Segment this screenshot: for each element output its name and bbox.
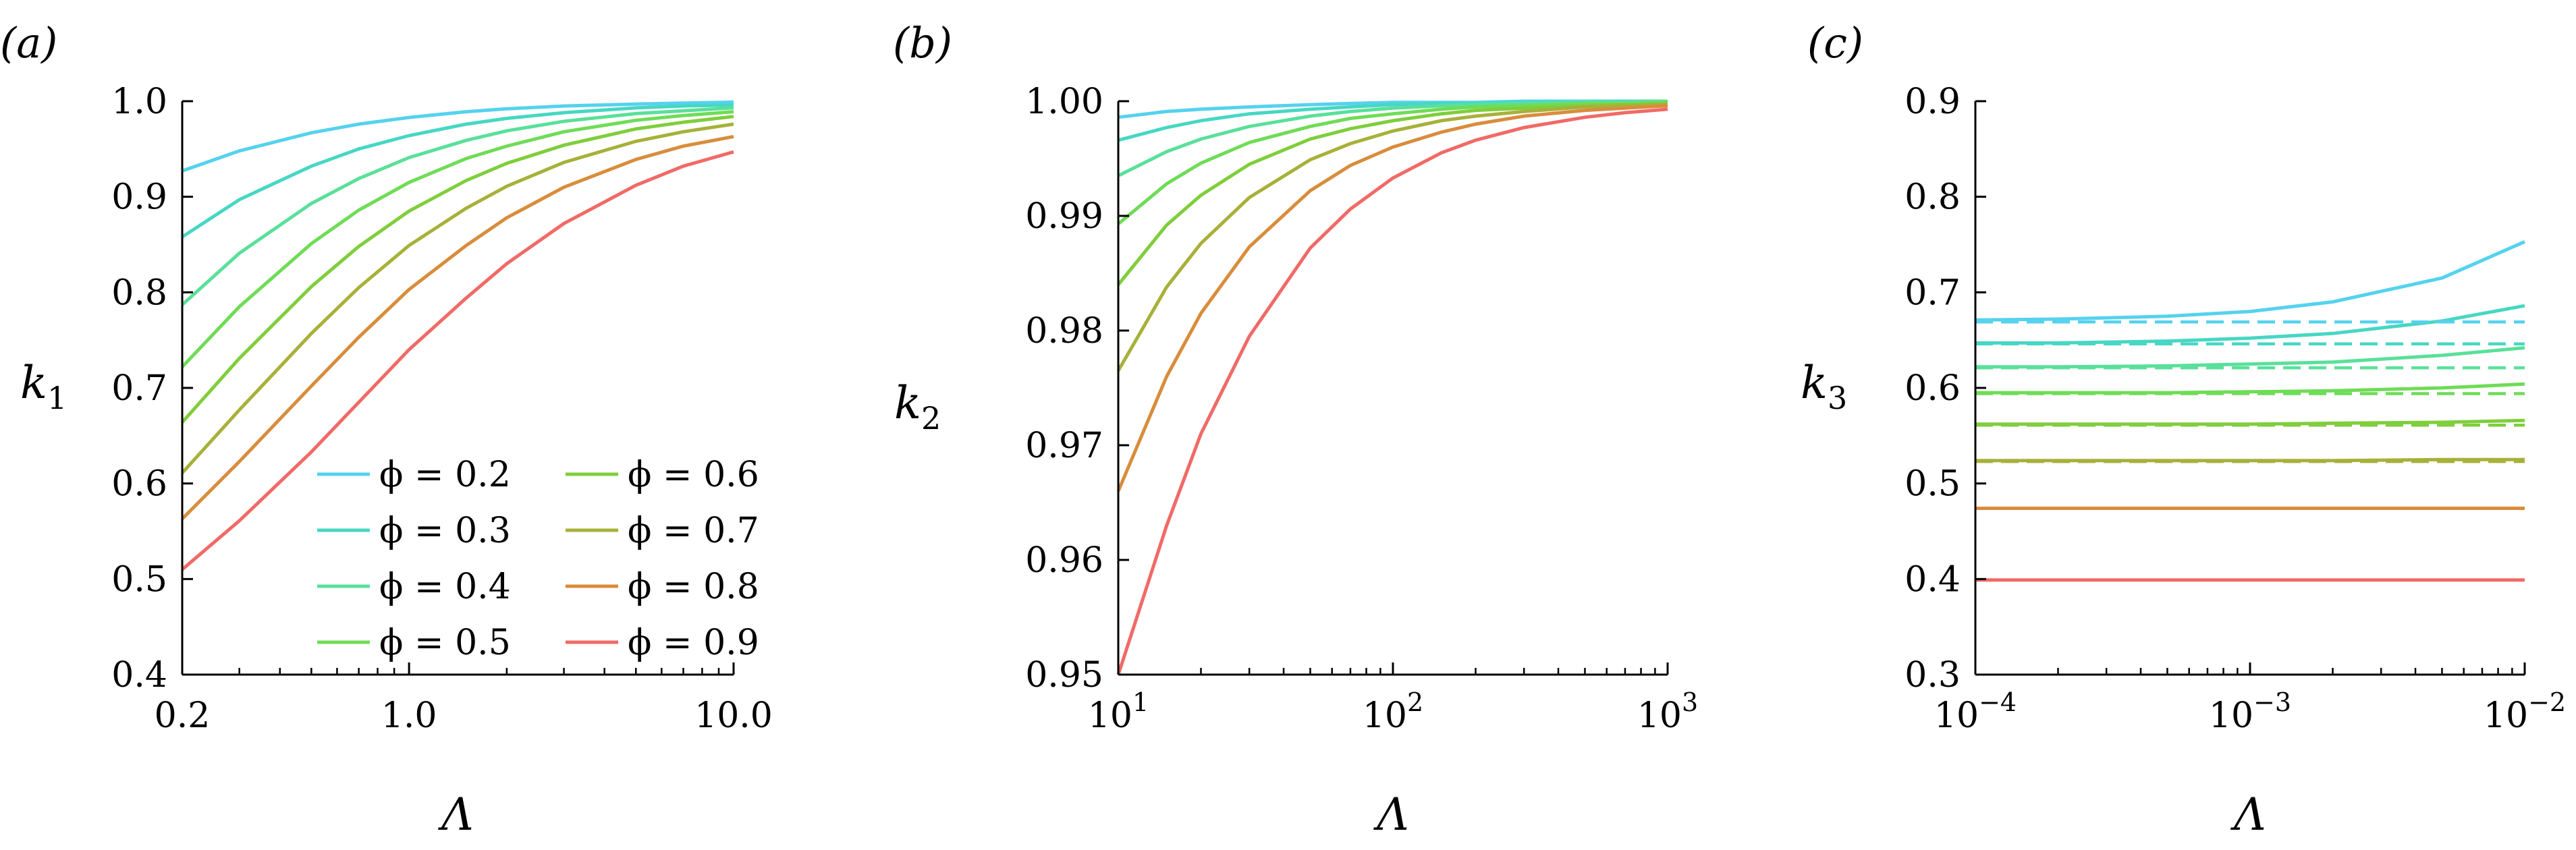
panel-b: 0.95 0.96 0.97 0.98 0.99 1.00 101 102 103 (b) k2 Λ [893,18,1698,841]
series-group [181,100,734,571]
legend-label-phi-0.7: ϕ = 0.7 [628,511,759,551]
series-line-phi-0.2 [182,100,734,173]
y-tick-label: 0.98 [1025,311,1103,351]
panel-a: 0.4 0.5 0.6 0.7 0.8 0.9 1.0 0.2 1.0 10.0 (a) k1 Λ [0,18,773,841]
legend-label-phi-0.2: ϕ = 0.2 [379,455,511,495]
series-line-phi-0.4 [1975,346,2525,369]
legend-label-phi-0.3: ϕ = 0.3 [379,511,511,551]
y-tick-label: 0.96 [1025,540,1103,581]
y-axis-label: k2 [894,377,941,436]
y-tick-label: 1.00 [1025,82,1103,122]
x-axis-label: Λ [2230,789,2266,841]
y-tick-label: 0.5 [111,559,167,600]
series-group [1975,240,2526,582]
series-line-phi-0.4 [181,106,734,306]
y-axis-label: k1 [20,357,67,416]
x-tick-label: 10−2 [2484,687,2566,736]
y-tick-label: 0.4 [111,655,167,696]
series-line-phi-0.9 [1116,107,1668,675]
series-line-phi-0.8 [1116,104,1668,492]
y-tick-label: 0.7 [111,368,167,409]
y-tick-label: 0.6 [111,464,167,505]
y-tick-label: 0.99 [1025,196,1103,237]
x-tick-label: 101 [1088,687,1149,736]
panel-label: (c) [1807,18,1863,67]
series-line-phi-0.9 [181,150,734,571]
y-tick-label: 0.6 [1904,368,1961,409]
panel-label: (b) [893,18,952,67]
series-line-phi-0.2 [1975,240,2526,322]
legend: ϕ = 0.2 ϕ = 0.3 ϕ = 0.4 ϕ = 0.5 ϕ = 0.6 ϕ = 0… [317,455,759,663]
legend-label-phi-0.8: ϕ = 0.8 [628,567,759,607]
series-line-phi-0.5 [181,110,734,368]
series-line-phi-0.3 [181,103,734,239]
y-tick-label: 0.9 [1904,82,1961,122]
series-line-phi-0.8 [181,134,734,520]
y-tick-label: 0.7 [1904,273,1961,313]
series-line-phi-0.5 [1117,101,1668,225]
series-line-phi-0.7 [181,122,734,474]
x-tick-label: 0.2 [155,696,211,736]
series-group [1116,99,1668,675]
panel-label: (a) [0,18,57,67]
y-tick-label: 0.5 [1904,464,1961,505]
y-tick-label: 0.95 [1025,655,1103,696]
y-tick-label: 0.3 [1904,655,1961,696]
series-line-phi-0.6 [181,115,734,424]
y-tick-label: 0.4 [1904,559,1961,600]
legend-label-phi-0.6: ϕ = 0.6 [628,455,759,495]
x-tick-label: 1.0 [381,696,437,736]
x-tick-label: 10−3 [2209,687,2291,736]
series-line-phi-0.7 [1116,103,1668,372]
y-tick-label: 0.8 [111,273,167,313]
x-tick-label: 103 [1637,687,1698,736]
x-axis-label: Λ [1373,789,1409,841]
series-line-phi-0.5 [1975,382,2525,395]
x-tick-label: 10.0 [694,696,773,736]
legend-label-phi-0.9: ϕ = 0.9 [628,623,759,663]
y-tick-label: 0.97 [1025,426,1103,466]
x-axis-label: Λ [437,789,474,841]
series-line-phi-0.6 [1975,418,2525,426]
x-tick-label: 10−4 [1934,687,2017,736]
panel-c: 0.3 0.4 0.5 0.6 0.7 0.8 0.9 10−4 10−3 10−2 (c) k3 Λ [1801,18,2566,841]
y-tick-label: 1.0 [111,82,167,122]
legend-label-phi-0.5: ϕ = 0.5 [379,623,511,663]
legend-label-phi-0.4: ϕ = 0.4 [379,567,511,607]
x-tick-label: 102 [1363,687,1423,736]
y-tick-label: 0.8 [1904,177,1961,218]
y-axis-label: k3 [1801,357,1847,416]
y-tick-label: 0.9 [111,177,167,218]
